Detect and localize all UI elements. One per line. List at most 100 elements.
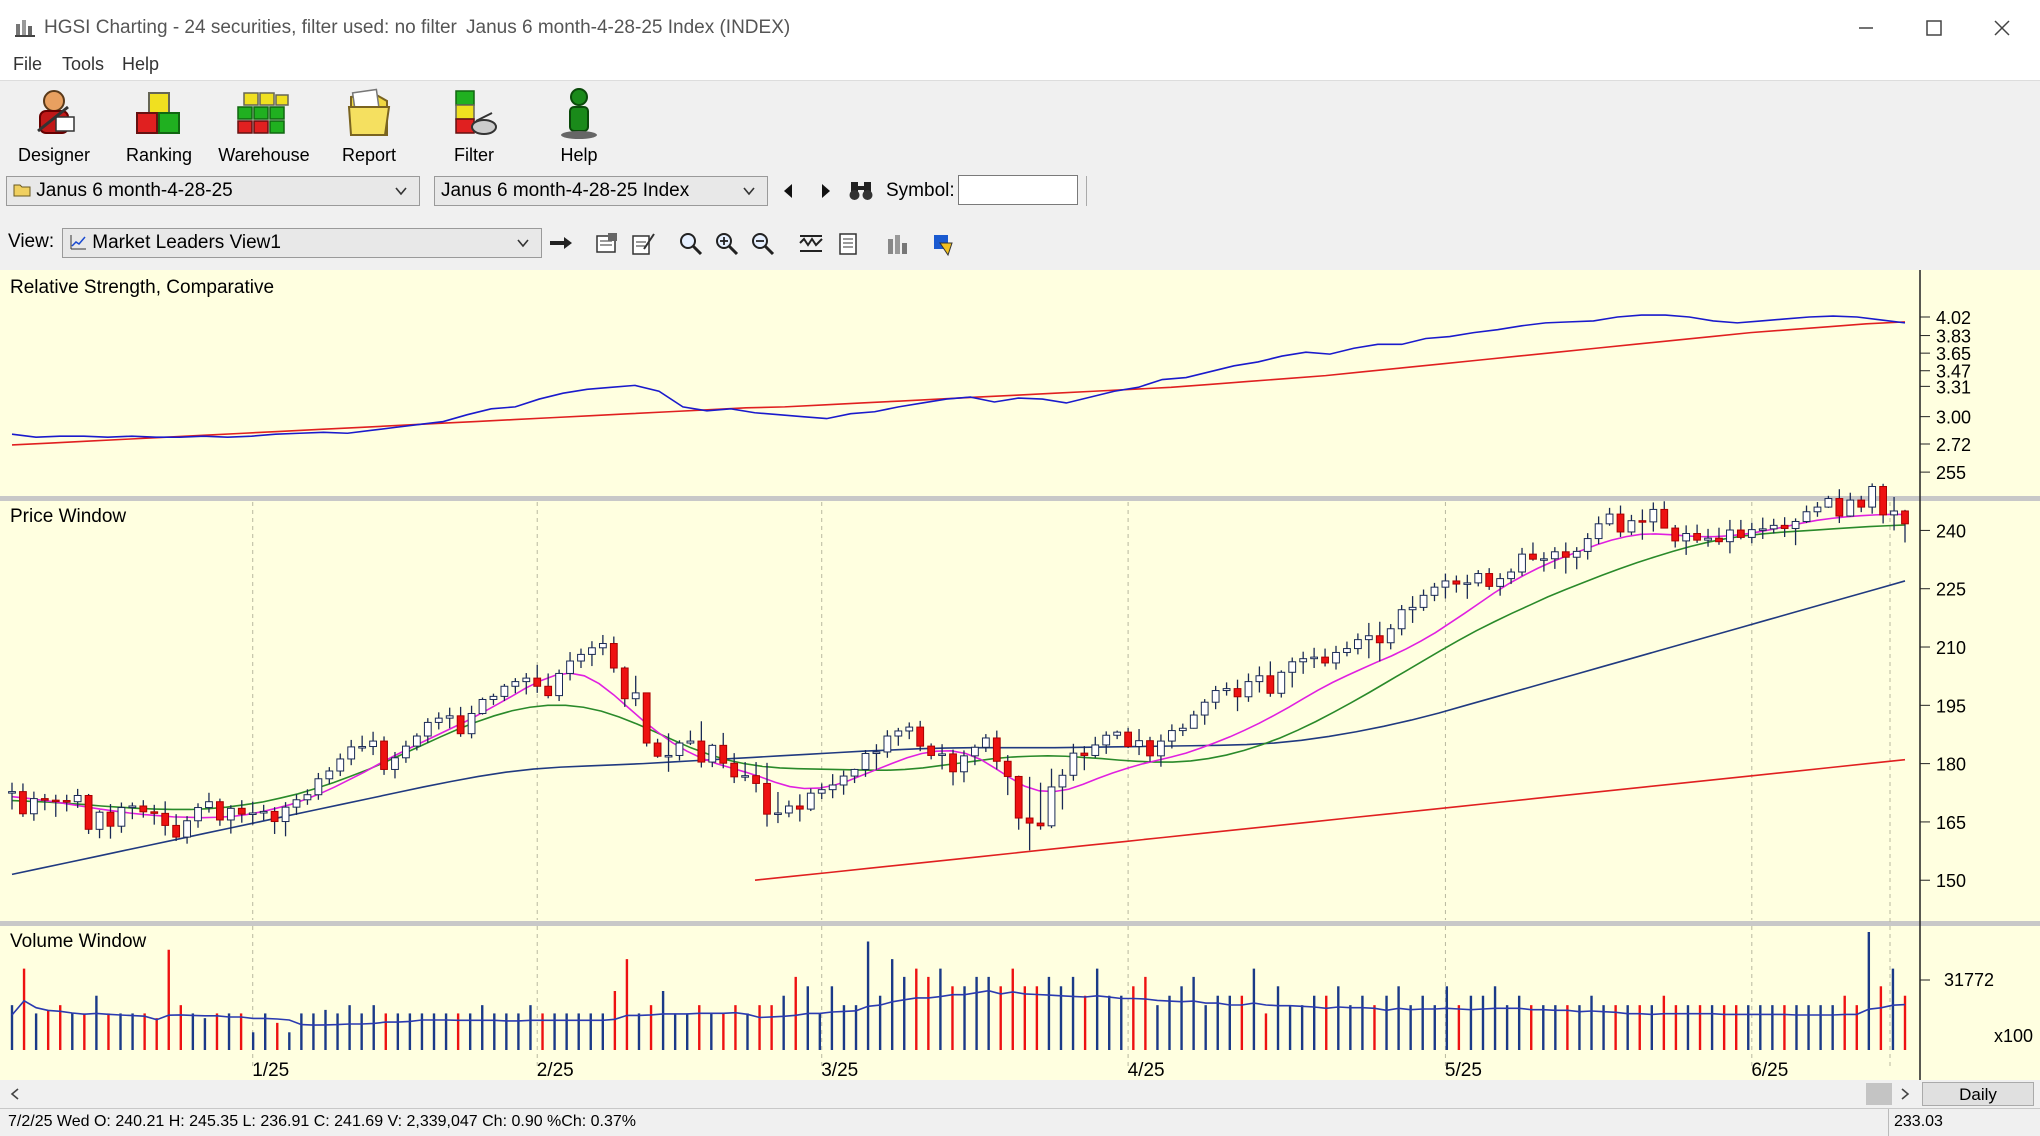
status-ohlc-text: 7/2/25 Wed O: 240.21 H: 245.35 L: 236.91… [8, 1113, 636, 1130]
candle-body [1693, 533, 1701, 541]
candle-body [1146, 740, 1154, 757]
x-axis-label: 2/25 [537, 1060, 574, 1080]
status-divider [1888, 1109, 1889, 1136]
candle-body [1102, 734, 1111, 746]
ranking-label: Ranking [125, 145, 193, 165]
candle-body [95, 811, 104, 830]
rs-price-separator[interactable] [0, 496, 2040, 501]
price-y-tick-label: 255 [1936, 463, 1966, 483]
zoom-out-icon[interactable] [750, 231, 776, 257]
candle-body [522, 677, 531, 683]
candle-body [730, 762, 739, 778]
candle-body [1540, 558, 1548, 561]
warehouse-button[interactable]: Warehouse [214, 85, 314, 171]
ranking-icon [136, 92, 180, 134]
candle-body [795, 805, 804, 810]
filter-icon [455, 90, 497, 135]
candle-body [1791, 520, 1800, 529]
list-combo[interactable]: Janus 6 month-4-28-25 [6, 176, 420, 206]
candle-body [391, 757, 399, 770]
maximize-button[interactable] [1904, 8, 1964, 48]
view-combo[interactable]: Market Leaders View1 [62, 228, 542, 258]
minimize-button[interactable] [1836, 8, 1896, 48]
candle-body [237, 807, 246, 815]
scroll-right-icon[interactable] [1898, 1087, 1912, 1101]
candle-body [19, 791, 27, 815]
candle-body [588, 647, 596, 655]
data-table-icon[interactable] [836, 231, 862, 257]
candle-body [1233, 688, 1242, 698]
candle-body [106, 811, 115, 827]
candle-body [62, 800, 71, 803]
volume-scale-label: x100 [1994, 1026, 2033, 1046]
report-label: Report [341, 145, 397, 165]
ranking-button[interactable]: Ranking [109, 85, 209, 171]
scroll-thumb[interactable] [1866, 1083, 1892, 1105]
candle-body [1616, 513, 1625, 533]
candle-body [1244, 681, 1253, 698]
hand-pointer-icon[interactable] [548, 231, 574, 257]
chart-type-icon[interactable] [884, 231, 910, 257]
price-y-tick-label: 210 [1936, 638, 1966, 658]
security-combo-value: Janus 6 month-4-28-25 Index [441, 180, 690, 201]
menu-help[interactable]: Help [122, 54, 160, 74]
help-button[interactable]: Help [529, 85, 629, 171]
designer-button[interactable]: Designer [4, 85, 104, 171]
candle-body [380, 740, 388, 770]
candle-body [1375, 635, 1384, 644]
candle-body [1135, 740, 1143, 748]
menu-file[interactable]: File [13, 54, 43, 74]
scroll-left-icon[interactable] [8, 1087, 22, 1101]
rs-y-tick-label: 2.72 [1936, 435, 1971, 455]
candle-body [1572, 550, 1581, 558]
zoom-icon[interactable] [678, 231, 704, 257]
candle-body [806, 792, 815, 810]
candle-body [270, 810, 279, 823]
candle-body [292, 799, 301, 808]
filter-button[interactable]: Filter [424, 85, 524, 171]
candle-body [456, 715, 465, 735]
price-y-tick-label: 165 [1936, 813, 1966, 833]
previous-security-button[interactable] [780, 180, 796, 202]
candle-body [117, 807, 126, 827]
candle-body [741, 775, 750, 778]
next-security-button[interactable] [818, 180, 834, 202]
menu-tools[interactable]: Tools [62, 54, 105, 74]
symbol-input[interactable] [958, 175, 1078, 205]
chart-background [0, 270, 2040, 1080]
candle-body [817, 789, 826, 794]
candle-body [500, 685, 509, 697]
view-bar: View: Market Leaders View1 [0, 218, 2040, 270]
chevron-down-icon [743, 187, 755, 196]
edit-sheet-icon[interactable] [630, 231, 656, 257]
price-volume-separator[interactable] [0, 921, 2040, 926]
report-button[interactable]: Report [319, 85, 419, 171]
candle-body [1277, 671, 1286, 694]
view-label: View: [8, 231, 55, 252]
indicator-icon[interactable] [798, 231, 824, 257]
view-combo-value: Market Leaders View1 [92, 232, 281, 253]
candle-body [653, 742, 662, 757]
candle-body [1353, 639, 1362, 650]
binoculars-icon[interactable] [848, 178, 874, 202]
candle-body [51, 799, 60, 803]
close-button[interactable] [1972, 8, 2032, 48]
candle-body [1496, 578, 1505, 587]
candle-body [1780, 524, 1789, 529]
chart-area[interactable]: Relative Strength, Comparative Price Win… [0, 270, 2040, 1080]
candle-body [29, 798, 38, 815]
candle-body [1846, 499, 1855, 517]
zoom-in-icon[interactable] [714, 231, 740, 257]
properties-icon[interactable] [594, 231, 620, 257]
timeframe-button[interactable]: Daily [1922, 1082, 2034, 1106]
candle-body [883, 735, 892, 753]
folder-icon [13, 184, 31, 197]
x-axis-label: 5/25 [1445, 1060, 1482, 1080]
color-scheme-icon[interactable] [930, 231, 956, 257]
candle-body [1124, 731, 1132, 748]
candle-body [872, 751, 881, 755]
candle-body [697, 740, 706, 763]
horizontal-scrollbar[interactable]: Daily [0, 1080, 2040, 1108]
designer-icon [37, 90, 75, 134]
security-combo[interactable]: Janus 6 month-4-28-25 Index [434, 176, 768, 206]
